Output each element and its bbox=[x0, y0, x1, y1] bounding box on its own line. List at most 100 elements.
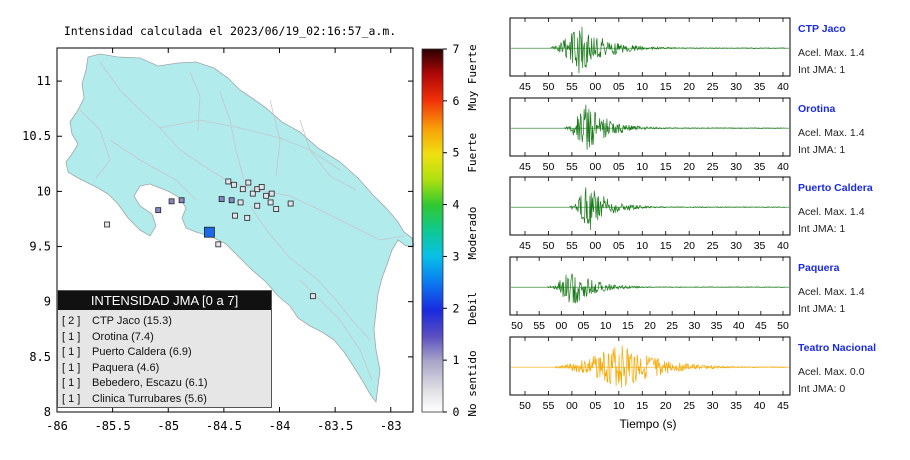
station-marker bbox=[215, 241, 222, 248]
seismogram-tick-label: 55 bbox=[533, 320, 545, 332]
seismogram-tick-label: 50 bbox=[519, 400, 531, 412]
seismogram-tick-label: 15 bbox=[660, 240, 672, 252]
map-x-tick-label: -83.5 bbox=[317, 419, 353, 433]
legend-row: [ 2 ] CTP Jaco (15.3) bbox=[62, 314, 271, 330]
seismogram-panel: 45 50 55 00 05 10 15 20 25 30 35 40 Orotina Acel. Max… bbox=[509, 97, 865, 173]
station-jma-intensity: Int JMA: 0 bbox=[798, 383, 845, 395]
station-markers bbox=[104, 178, 316, 300]
legend-row: [ 1 ] Bebedero, Escazu (6.1) bbox=[62, 376, 271, 392]
station-marker bbox=[239, 186, 246, 193]
colorbar-tick-label: 2 bbox=[453, 301, 460, 315]
seismogram-tick-label: 05 bbox=[613, 161, 625, 173]
seismogram-tick-label: 00 bbox=[566, 400, 578, 412]
seismogram-frame bbox=[509, 256, 791, 316]
legend-level: [ 1 ] bbox=[62, 330, 81, 343]
seismogram-tick-label: 45 bbox=[519, 161, 531, 173]
seismogram-frame bbox=[509, 97, 791, 157]
seismogram-tick-label: 25 bbox=[707, 240, 719, 252]
seismogram-tick-label: 50 bbox=[543, 161, 555, 173]
map-title: Intensidad calculada el 2023/06/19_02:16… bbox=[64, 24, 396, 38]
colorbar-scale bbox=[421, 48, 444, 413]
station-marker bbox=[268, 190, 275, 197]
colorbar-ticks: 0 1 2 3 4 5 6 7 bbox=[443, 42, 460, 419]
seismogram-tick-label: 05 bbox=[590, 400, 602, 412]
seismogram-tick-label: 25 bbox=[683, 400, 695, 412]
colorbar-category-label: Muy Fuerte bbox=[466, 44, 479, 110]
seismogram-trace bbox=[555, 345, 787, 388]
legend-row: [ 1 ] Paquera (4.6) bbox=[62, 361, 271, 377]
station-title: Orotina bbox=[798, 103, 835, 115]
time-axis-label: Tiempo (s) bbox=[620, 417, 677, 431]
seismogram-frame bbox=[509, 336, 791, 396]
seismogram-tick-label: 50 bbox=[777, 320, 789, 332]
station-title: CTP Jaco bbox=[798, 23, 846, 35]
legend-station: Bebedero, Escazu (6.1) bbox=[92, 377, 208, 389]
station-max-accel: Acel. Max. 1.4 bbox=[798, 206, 865, 218]
map-x-tick-label: -84 bbox=[269, 419, 291, 433]
station-marker bbox=[258, 184, 265, 190]
seismogram-tick-label: 20 bbox=[683, 161, 695, 173]
seismogram-tick-label: 40 bbox=[754, 400, 766, 412]
seismogram-tick-label: 30 bbox=[688, 320, 700, 332]
colorbar-tick-label: 5 bbox=[453, 146, 460, 160]
seismogram-panel: 45 50 55 00 05 10 15 20 25 30 35 40 Puerto Caldera Ac… bbox=[509, 176, 873, 252]
seismogram-trace bbox=[547, 273, 786, 304]
legend-level: [ 1 ] bbox=[62, 392, 81, 405]
intensity-legend: INTENSIDAD JMA [0 a 7] [ 2 ] CTP Jaco (15… bbox=[57, 290, 272, 408]
map-y-tick-label: 9 bbox=[44, 295, 51, 309]
seismogram-tick-label: 15 bbox=[636, 400, 648, 412]
seismogram-tick-label: 30 bbox=[730, 240, 742, 252]
map-y-tick-label: 8.5 bbox=[29, 350, 51, 364]
map-frame bbox=[56, 47, 414, 413]
seismogram-tick-label: 05 bbox=[578, 320, 590, 332]
legend-station: Orotina (7.4) bbox=[92, 330, 154, 343]
seismogram-tick-label: 40 bbox=[777, 81, 789, 93]
map-y-tick-label: 10 bbox=[37, 184, 51, 198]
seismogram-tick-label: 30 bbox=[730, 161, 742, 173]
station-marker bbox=[168, 198, 175, 205]
seismogram-tick-label: 35 bbox=[730, 400, 742, 412]
seismogram-panel: 50 55 00 05 10 15 20 25 30 35 40 45 Teatro Nacional A… bbox=[509, 336, 876, 412]
seismogram-tick-label: 55 bbox=[566, 161, 578, 173]
legend-station: Clinica Turrubares (5.6) bbox=[92, 392, 207, 405]
seismogram-tick-label: 40 bbox=[777, 240, 789, 252]
seismogram-tick-label: 40 bbox=[777, 161, 789, 173]
station-marker bbox=[204, 226, 215, 238]
seismogram-tick-label: 35 bbox=[711, 320, 723, 332]
seismogram-tick-label: 40 bbox=[733, 320, 745, 332]
seismogram-tick-label: 50 bbox=[543, 240, 555, 252]
seismogram-tick-label: 55 bbox=[566, 240, 578, 252]
station-marker bbox=[263, 192, 270, 199]
seismogram-tick-label: 50 bbox=[511, 320, 523, 332]
station-marker bbox=[273, 206, 280, 212]
station-max-accel: Acel. Max. 1.4 bbox=[798, 286, 865, 298]
legend-title: INTENSIDAD JMA [0 a 7] bbox=[58, 291, 271, 310]
station-marker bbox=[218, 196, 225, 203]
colorbar-tick-label: 6 bbox=[453, 94, 460, 108]
legend-level: [ 1 ] bbox=[62, 346, 81, 358]
seismogram-tick-label: 25 bbox=[707, 161, 719, 173]
station-marker bbox=[155, 207, 162, 214]
map-y-tick-label: 8 bbox=[44, 405, 51, 419]
seismogram-panel: 45 50 55 00 05 10 15 20 25 30 35 40 CTP Jaco Acel. Ma… bbox=[509, 17, 865, 93]
colorbar-tick-label: 1 bbox=[453, 353, 460, 367]
station-marker bbox=[287, 200, 294, 207]
map-x-tick-label: -85.5 bbox=[95, 419, 131, 433]
seismogram-tick-label: 10 bbox=[636, 81, 648, 93]
colorbar-tick-label: 7 bbox=[453, 42, 460, 56]
station-jma-intensity: Int JMA: 1 bbox=[798, 144, 845, 156]
seismogram-tick-label: 25 bbox=[707, 81, 719, 93]
seismogram-tick-label: 35 bbox=[754, 161, 766, 173]
legend-level: [ 2 ] bbox=[62, 315, 81, 327]
road-network bbox=[79, 61, 405, 381]
station-jma-intensity: Int JMA: 1 bbox=[798, 223, 845, 235]
seismogram-tick-label: 00 bbox=[590, 240, 602, 252]
station-title: Paquera bbox=[798, 262, 840, 274]
map-y-tick-label: 9.5 bbox=[29, 240, 51, 254]
station-title: Teatro Nacional bbox=[798, 342, 876, 354]
legend-row: [ 1 ] Orotina (7.4) bbox=[62, 330, 271, 346]
station-marker bbox=[104, 221, 110, 228]
seismogram-panels: 45 50 55 00 05 10 15 20 25 30 35 40 CTP Jaco Acel. Ma… bbox=[509, 17, 876, 412]
map-y-tick-label: 10.5 bbox=[22, 129, 51, 143]
station-marker bbox=[237, 199, 244, 206]
